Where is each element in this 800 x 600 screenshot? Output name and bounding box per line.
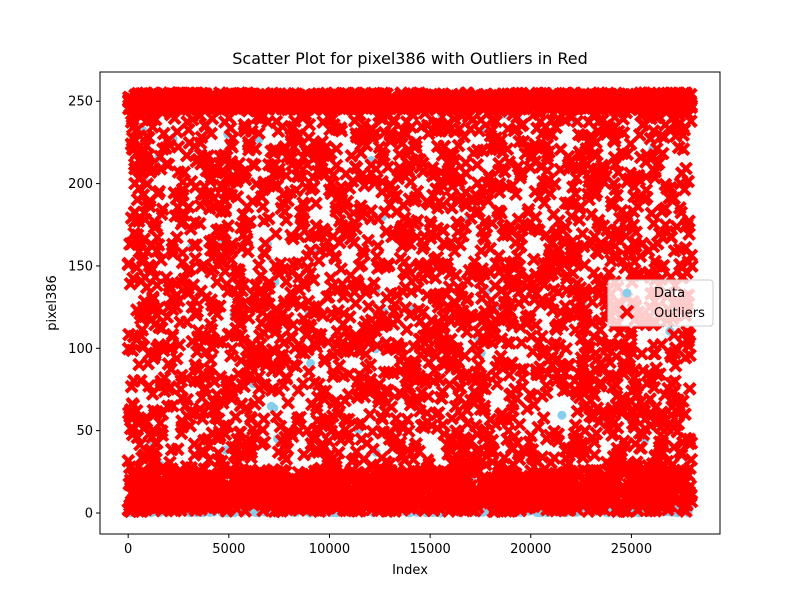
points-layer (121, 86, 699, 519)
outlier-point (291, 383, 306, 398)
outlier-point (624, 324, 639, 339)
outlier-point (361, 233, 376, 248)
outlier-point (431, 405, 446, 420)
outlier-point (279, 274, 294, 289)
outlier-point (375, 412, 390, 426)
outlier-point (572, 213, 587, 228)
chart-title: Scatter Plot for pixel386 with Outliers … (232, 49, 587, 68)
outlier-point (442, 377, 457, 392)
outlier-point (302, 117, 317, 132)
outlier-point (414, 385, 429, 400)
data-point (266, 401, 276, 411)
outlier-point (570, 404, 585, 419)
outlier-point (133, 373, 148, 388)
data-point (557, 410, 567, 420)
outlier-point (159, 270, 174, 285)
outlier-point (410, 213, 425, 228)
outlier-point (634, 346, 649, 361)
outlier-point (514, 335, 529, 350)
outlier-point (169, 351, 184, 366)
